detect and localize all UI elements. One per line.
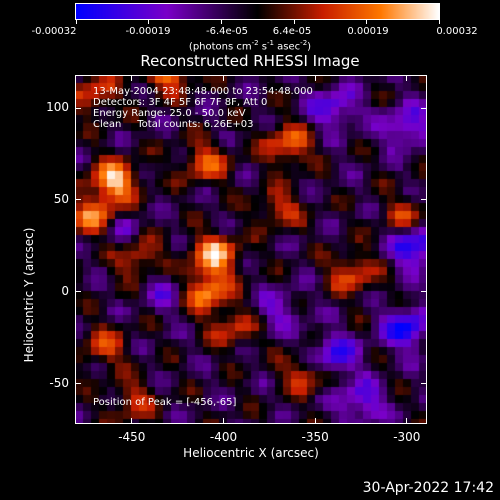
colorbar-tick-label: -0.00019 bbox=[125, 26, 171, 37]
x-axis-label: Heliocentric X (arcsec) bbox=[183, 446, 319, 460]
colorbar bbox=[75, 3, 440, 20]
y-tick-label: 0 bbox=[61, 283, 69, 298]
x-tick-mark bbox=[406, 418, 408, 424]
colorbar-units: (photons cm-2 s-1 asec-2) bbox=[188, 39, 312, 53]
y-tick-mark bbox=[421, 383, 427, 385]
x-tick-label: -350 bbox=[301, 430, 329, 444]
colorbar-tick-label: -0.00032 bbox=[31, 26, 77, 37]
x-tick-mark bbox=[223, 418, 224, 424]
x-tick-mark bbox=[314, 418, 316, 424]
y-tick-mark bbox=[75, 107, 81, 109]
x-tick-mark bbox=[406, 75, 408, 81]
y-tick-label: -50 bbox=[49, 375, 69, 390]
y-tick-mark bbox=[421, 291, 427, 293]
annotation-time-range: 13-May-2004 23:48:48.000 to 23:54:48.000 bbox=[93, 86, 313, 97]
y-tick-mark bbox=[75, 383, 81, 385]
datestamp: 30-Apr-2022 17:42 bbox=[362, 480, 494, 496]
x-tick-label: -400 bbox=[209, 430, 238, 444]
annotation-energy-range: Energy Range: 25.0 - 50.0 keV bbox=[93, 108, 246, 119]
annotation-peak-position: Position of Peak = [-456,-65] bbox=[93, 397, 237, 408]
y-axis-label: Heliocentric Y (arcsec) bbox=[22, 227, 36, 363]
y-tick-mark bbox=[75, 199, 81, 201]
y-tick-mark bbox=[421, 107, 427, 109]
colorbar-tick-label: 6.4e-05 bbox=[272, 26, 312, 37]
colorbar-tick-label: 0.00019 bbox=[347, 26, 389, 37]
annotation-clean-counts: Clean Total counts: 6.26E+03 bbox=[93, 119, 254, 130]
x-tick-mark bbox=[314, 75, 316, 81]
x-tick-label: -450 bbox=[118, 430, 146, 444]
x-tick-mark bbox=[131, 75, 133, 81]
y-tick-mark bbox=[75, 291, 81, 293]
annotation-detectors: Detectors: 3F 4F 5F 6F 7F 8F, Att 0 bbox=[93, 97, 268, 108]
colorbar-tick-label: 0.00032 bbox=[436, 26, 478, 37]
y-tick-label: 100 bbox=[46, 100, 69, 115]
x-tick-label: -300 bbox=[393, 430, 421, 444]
x-tick-mark bbox=[223, 75, 224, 81]
y-tick-mark bbox=[421, 199, 427, 201]
heatmap-image bbox=[75, 75, 427, 424]
x-tick-mark bbox=[131, 418, 133, 424]
colorbar-tick-label: -6.4e-05 bbox=[206, 26, 248, 37]
chart-title: Reconstructed RHESSI Image bbox=[140, 52, 360, 70]
y-tick-label: 50 bbox=[53, 191, 69, 206]
